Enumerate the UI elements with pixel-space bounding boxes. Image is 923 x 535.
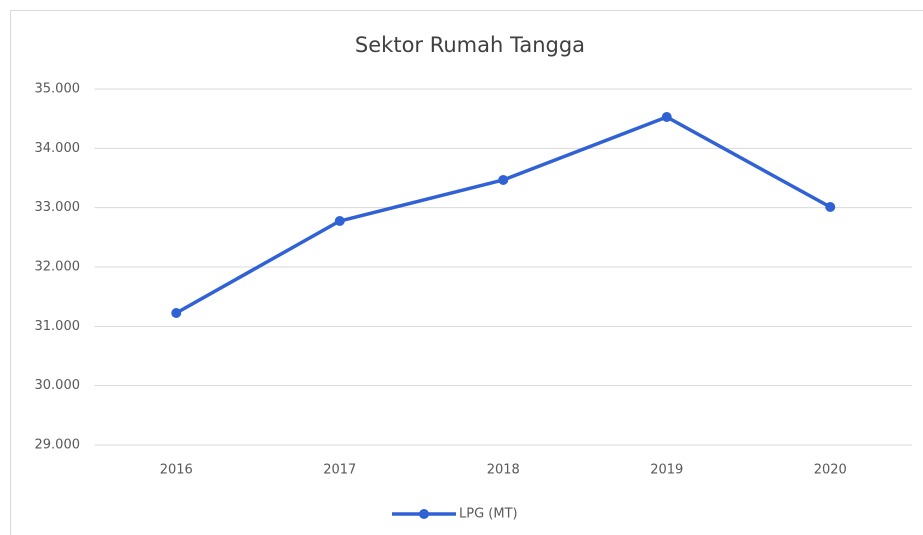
data-point	[825, 202, 836, 213]
data-point	[334, 216, 345, 227]
legend-marker	[419, 509, 429, 519]
y-tick-label: 30.000	[35, 378, 81, 393]
y-tick-label: 32.000	[35, 260, 81, 275]
data-point	[171, 307, 182, 318]
y-tick-label: 29.000	[35, 438, 81, 453]
data-point	[661, 112, 672, 123]
data-point	[498, 174, 509, 185]
y-tick-label: 31.000	[35, 319, 81, 334]
x-tick-label: 2017	[323, 463, 356, 478]
chart-frame	[10, 10, 923, 535]
legend-label: LPG (MT)	[459, 507, 518, 522]
y-tick-label: 35.000	[35, 82, 81, 97]
chart-title: Sektor Rumah Tangga	[355, 33, 585, 57]
x-tick-label: 2020	[814, 463, 847, 478]
y-tick-label: 33.000	[35, 200, 81, 215]
x-tick-label: 2018	[487, 463, 520, 478]
x-tick-label: 2016	[160, 463, 193, 478]
x-tick-label: 2019	[650, 463, 683, 478]
y-tick-label: 34.000	[35, 141, 81, 156]
